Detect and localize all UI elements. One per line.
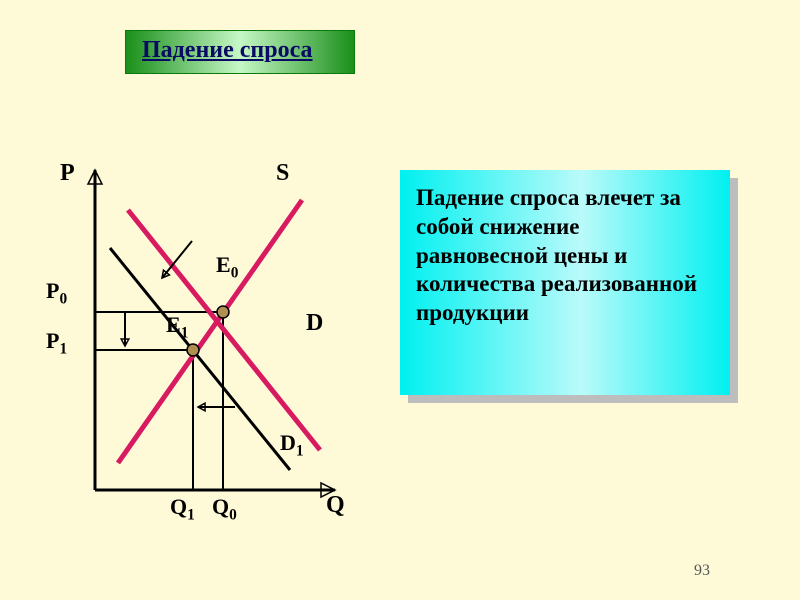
- chart-svg: [30, 160, 360, 530]
- page-number: 93: [694, 562, 710, 580]
- label-Q1: Q1: [170, 494, 195, 524]
- label-D1: D1: [280, 430, 304, 460]
- label-D: D: [306, 310, 323, 337]
- label-P: P: [60, 160, 75, 187]
- info-box: Падение спроса влечет за собой снижение …: [400, 170, 730, 395]
- label-S: S: [276, 160, 289, 187]
- label-E1: E1: [166, 312, 188, 342]
- title-box: Падение спроса: [125, 30, 355, 74]
- label-E0: E0: [216, 252, 238, 282]
- supply-demand-chart: P S D D1 E0 E1 P0 P1 Q0 Q1 Q: [30, 160, 360, 530]
- label-P0: P0: [46, 278, 67, 308]
- label-Q: Q: [326, 492, 345, 519]
- title-text: Падение спроса: [142, 37, 313, 63]
- info-text: Падение спроса влечет за собой снижение …: [416, 185, 697, 325]
- label-P1: P1: [46, 328, 67, 358]
- label-Q0: Q0: [212, 494, 237, 524]
